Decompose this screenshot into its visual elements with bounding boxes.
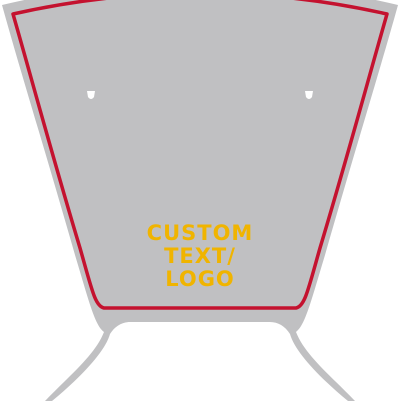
left-marker-notch <box>87 91 95 99</box>
hood-trim-outline <box>11 0 389 310</box>
custom-text-line-2: TEXT/ <box>164 244 236 268</box>
right-marker-notch <box>305 91 313 99</box>
custom-text-line-3: LOGO <box>165 267 235 291</box>
custom-text-line-1: CUSTOM <box>147 221 254 245</box>
